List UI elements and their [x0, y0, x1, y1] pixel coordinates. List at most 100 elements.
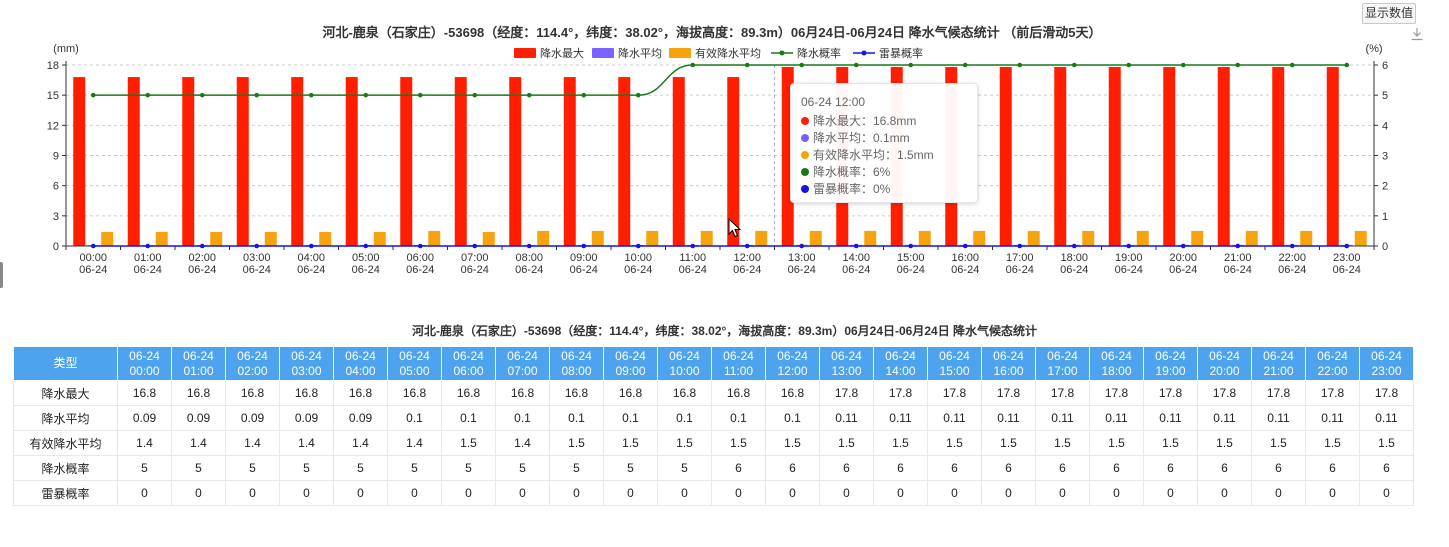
- table-cell: 1.4: [117, 430, 172, 456]
- tooltip-dot: [801, 168, 809, 176]
- bar-2: [591, 230, 604, 246]
- table-cell: 0: [1089, 480, 1144, 506]
- table-cell: 1.5: [1035, 430, 1090, 456]
- x-tick-label: 10:00: [624, 252, 652, 264]
- table-cell: 0.1: [495, 405, 550, 431]
- table-cell: 1.5: [765, 430, 820, 456]
- x-tick-label: 16:00: [951, 252, 979, 264]
- table-cell: 6: [1251, 455, 1306, 481]
- table-header-line: 21:00: [1263, 363, 1294, 378]
- table-header-line: 22:00: [1317, 363, 1348, 378]
- table-cell: 0.1: [387, 405, 442, 431]
- bar-0: [1272, 67, 1285, 246]
- line-point-0: [1344, 62, 1350, 68]
- table-cell: 0.1: [441, 405, 496, 431]
- table-cell: 16.8: [279, 380, 334, 406]
- y-tick-label-left: 18: [47, 60, 59, 72]
- chart-tooltip: 06-24 12:00 降水最大：16.8mm 降水平均：0.1mm 有效降水平…: [790, 83, 978, 203]
- table-header-cell: 06-24 10:00: [657, 346, 712, 381]
- line-point-1: [308, 243, 314, 249]
- x-tick-label-date: 06-24: [1333, 264, 1361, 276]
- table-cell: 1.4: [171, 430, 226, 456]
- bar-2: [537, 230, 550, 246]
- table-cell: 0.11: [819, 405, 874, 431]
- table-header-cell: 06-24 00:00: [117, 346, 172, 381]
- legend-swatch: [669, 48, 691, 58]
- line-point-0: [526, 92, 532, 98]
- line-point-0: [690, 62, 696, 68]
- x-tick-label-date: 06-24: [243, 264, 271, 276]
- x-tick-label: 11:00: [679, 252, 706, 264]
- table-header-line: 06-24: [345, 348, 376, 363]
- table-cell: 0.11: [1089, 405, 1144, 431]
- line-point-0: [853, 62, 859, 68]
- table-cell: 0: [1359, 480, 1414, 506]
- y-tick-label-left: 6: [53, 181, 59, 193]
- bar-2: [973, 230, 986, 246]
- table-cell: 17.8: [1359, 380, 1414, 406]
- table-cell: 1.5: [1089, 430, 1144, 456]
- table-cell: 0.11: [1035, 405, 1090, 431]
- table-header-cell: 06-24 01:00: [171, 346, 226, 381]
- y-tick-label-left: 15: [47, 90, 59, 102]
- show-values-button[interactable]: 显示数值: [1362, 3, 1416, 24]
- table-cell: 17.8: [981, 380, 1036, 406]
- table-cell: 0: [1251, 480, 1306, 506]
- legend-swatch: [592, 48, 614, 58]
- x-tick-label: 13:00: [788, 252, 816, 264]
- table-header-cell: 06-24 02:00: [225, 346, 280, 381]
- table-cell: 6: [765, 455, 820, 481]
- x-tick-label-date: 06-24: [1169, 264, 1197, 276]
- bar-0: [127, 77, 140, 246]
- table-header-line: 06-24: [993, 348, 1024, 363]
- table-header-line: 06-24: [1317, 348, 1348, 363]
- line-point-0: [90, 92, 96, 98]
- y-tick-label-left: 9: [53, 151, 59, 163]
- table-header-cell: 06-24 09:00: [603, 346, 658, 381]
- line-point-1: [1289, 243, 1295, 249]
- table-cell: 5: [441, 455, 496, 481]
- table-cell: 5: [603, 455, 658, 481]
- bar-0: [999, 67, 1012, 246]
- table-header-cell: 06-24 16:00: [981, 346, 1036, 381]
- x-tick-label-date: 06-24: [406, 264, 434, 276]
- legend-label: 雷暴概率: [879, 46, 923, 60]
- table-cell: 0: [333, 480, 388, 506]
- table-cell: 1.4: [495, 430, 550, 456]
- download-icon[interactable]: [1410, 27, 1424, 41]
- y-tick-label-left: 0: [53, 241, 59, 253]
- line-point-0: [472, 92, 478, 98]
- table-cell: 0.1: [711, 405, 766, 431]
- line-point-0: [744, 62, 750, 68]
- table-row-label: 有效降水平均: [13, 430, 118, 456]
- table-cell: 1.5: [603, 430, 658, 456]
- table-cell: 0.09: [279, 405, 334, 431]
- y-axis-left-label: (mm): [53, 43, 79, 55]
- x-tick-label-date: 06-24: [515, 264, 543, 276]
- table-cell: 5: [549, 455, 604, 481]
- table-header-cell: 06-24 19:00: [1143, 346, 1198, 381]
- bar-2: [210, 231, 223, 246]
- x-tick-label: 12:00: [733, 252, 761, 264]
- table-cell: 0.11: [1305, 405, 1360, 431]
- table-header-line: 06-24: [507, 348, 538, 363]
- table-header-cell: 06-24 21:00: [1251, 346, 1306, 381]
- table-header-line: 08:00: [561, 363, 592, 378]
- line-point-1: [635, 243, 641, 249]
- table-cell: 5: [333, 455, 388, 481]
- x-tick-label-date: 06-24: [1006, 264, 1034, 276]
- table-header-line: 06:00: [453, 363, 484, 378]
- table-header-cell: 06-24 23:00: [1359, 346, 1414, 381]
- line-point-1: [1017, 243, 1023, 249]
- legend-swatch-dot: [861, 50, 867, 56]
- table-cell: 0.09: [117, 405, 172, 431]
- table-header-line: 10:00: [669, 363, 700, 378]
- side-panel-handle[interactable]: [0, 262, 3, 288]
- table-cell: 0: [1197, 480, 1252, 506]
- table-cell: 1.5: [1305, 430, 1360, 456]
- line-point-1: [145, 243, 151, 249]
- table-header-line: 02:00: [237, 363, 268, 378]
- x-tick-label-date: 06-24: [352, 264, 380, 276]
- line-point-0: [1017, 62, 1023, 68]
- x-tick-label-date: 06-24: [1224, 264, 1252, 276]
